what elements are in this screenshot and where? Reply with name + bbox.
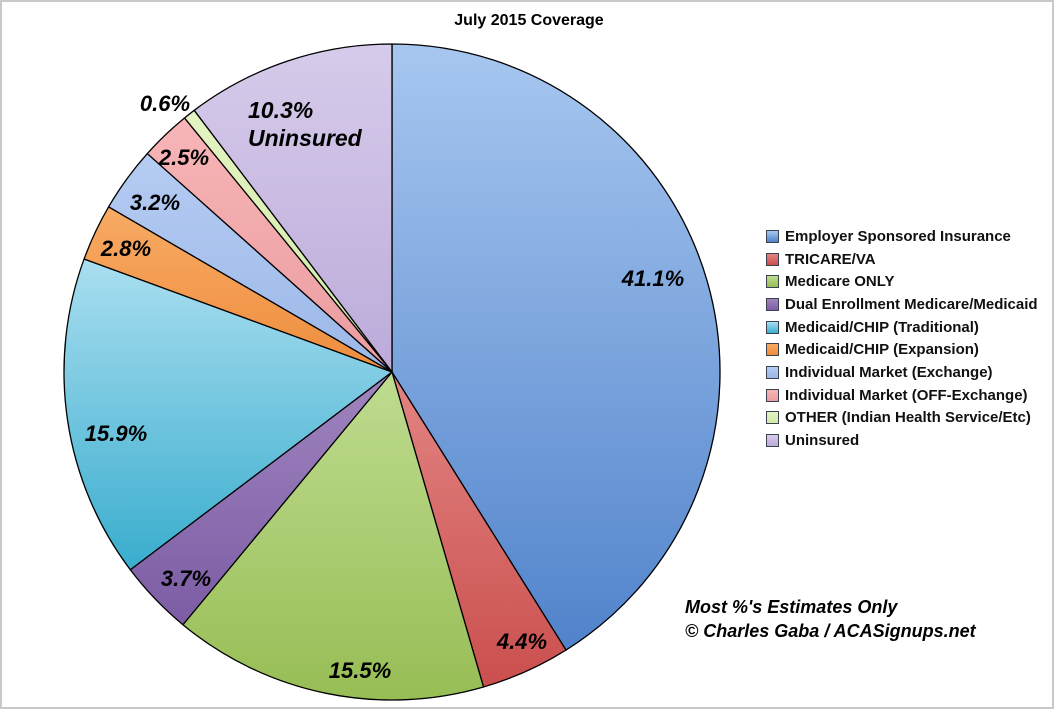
pie-slice-employer-sponsored-insurance bbox=[391, 43, 721, 651]
slice-callout-uninsured: Uninsured bbox=[248, 125, 363, 151]
slice-value-label-medicaid-chip-expansion: 2.8% bbox=[100, 236, 151, 261]
legend-swatch-medicaid-chip-traditional bbox=[766, 320, 779, 334]
legend-label-uninsured: Uninsured bbox=[785, 432, 860, 450]
legend-swatch-medicare-only bbox=[766, 275, 779, 289]
legend-item-other-indian-health-service-etc: OTHER (Indian Health Service/Etc) bbox=[766, 407, 1038, 430]
slice-value-label-uninsured: 10.3% bbox=[248, 97, 313, 123]
slice-value-label-individual-market-off-exchange: 2.5% bbox=[158, 145, 209, 170]
legend-item-dual-enrollment-medicare-medicaid: Dual Enrollment Medicare/Medicaid bbox=[766, 293, 1038, 316]
legend-item-medicare-only: Medicare ONLY bbox=[766, 270, 1038, 293]
legend-label-individual-market-off-exchange: Individual Market (OFF-Exchange) bbox=[785, 386, 1028, 404]
slice-value-label-tricare-va: 4.4% bbox=[496, 629, 547, 654]
pie-slice-uninsured bbox=[193, 43, 393, 373]
chart-title: July 2015 Coverage bbox=[454, 12, 604, 29]
legend-swatch-uninsured bbox=[766, 434, 779, 448]
credit-line-estimates: Most %'s Estimates Only bbox=[685, 597, 898, 617]
legend-item-individual-market-off-exchange: Individual Market (OFF-Exchange) bbox=[766, 384, 1038, 407]
pie-slice-medicaid-chip-traditional bbox=[63, 258, 393, 571]
slice-value-label-medicare-only: 15.5% bbox=[329, 658, 391, 683]
legend-label-medicare-only: Medicare ONLY bbox=[785, 273, 895, 291]
legend-label-individual-market-exchange: Individual Market (Exchange) bbox=[785, 363, 993, 381]
legend-swatch-other-indian-health-service-etc bbox=[766, 411, 779, 425]
legend-label-tricare-va: TRICARE/VA bbox=[785, 250, 876, 268]
slice-value-label-other-indian-health-service-etc: 0.6% bbox=[140, 91, 190, 116]
legend: Employer Sponsored Insurance TRICARE/VA Me… bbox=[766, 225, 1038, 452]
legend-swatch-tricare-va bbox=[766, 252, 779, 266]
slice-value-label-individual-market-exchange: 3.2% bbox=[130, 190, 180, 215]
slice-value-label-employer-sponsored-insurance: 41.1% bbox=[621, 266, 684, 291]
legend-item-uninsured: Uninsured bbox=[766, 429, 1038, 452]
legend-label-employer-sponsored-insurance: Employer Sponsored Insurance bbox=[785, 227, 1011, 245]
legend-item-medicaid-chip-traditional: Medicaid/CHIP (Traditional) bbox=[766, 316, 1038, 339]
legend-label-dual-enrollment-medicare-medicaid: Dual Enrollment Medicare/Medicaid bbox=[785, 295, 1038, 313]
legend-item-tricare-va: TRICARE/VA bbox=[766, 248, 1038, 271]
credit-line-copyright: © Charles Gaba / ACASignups.net bbox=[685, 621, 976, 641]
legend-swatch-employer-sponsored-insurance bbox=[766, 229, 779, 243]
slice-value-label-dual-enrollment-medicare-medicaid: 3.7% bbox=[161, 566, 211, 591]
legend-label-medicaid-chip-expansion: Medicaid/CHIP (Expansion) bbox=[785, 341, 979, 359]
slice-value-label-medicaid-chip-traditional: 15.9% bbox=[85, 421, 147, 446]
legend-label-other-indian-health-service-etc: OTHER (Indian Health Service/Etc) bbox=[785, 409, 1031, 427]
legend-item-individual-market-exchange: Individual Market (Exchange) bbox=[766, 361, 1038, 384]
legend-item-employer-sponsored-insurance: Employer Sponsored Insurance bbox=[766, 225, 1038, 248]
legend-swatch-individual-market-off-exchange bbox=[766, 388, 779, 402]
legend-swatch-individual-market-exchange bbox=[766, 365, 779, 379]
legend-swatch-dual-enrollment-medicare-medicaid bbox=[766, 297, 779, 311]
pie-slice-medicare-only bbox=[182, 371, 485, 701]
legend-label-medicaid-chip-traditional: Medicaid/CHIP (Traditional) bbox=[785, 318, 979, 336]
credit-text: Most %'s Estimates Only © Charles Gaba /… bbox=[685, 595, 976, 643]
legend-item-medicaid-chip-expansion: Medicaid/CHIP (Expansion) bbox=[766, 338, 1038, 361]
legend-swatch-medicaid-chip-expansion bbox=[766, 343, 779, 357]
